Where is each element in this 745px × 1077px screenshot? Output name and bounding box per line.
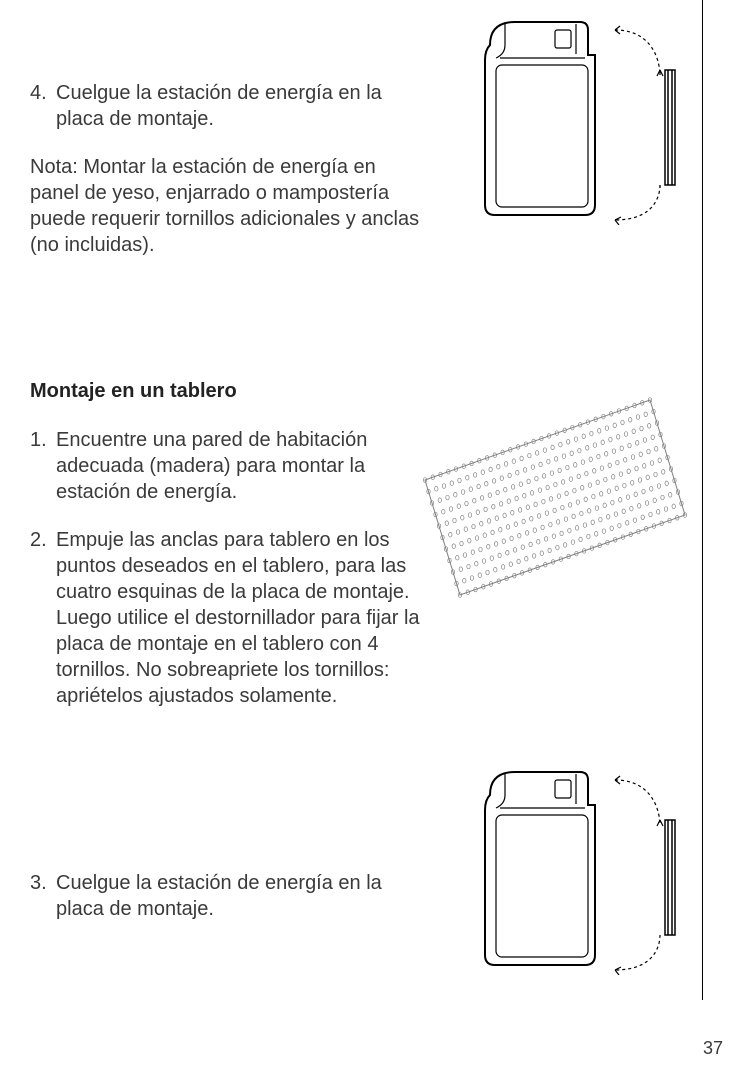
list-item-1-text: Encuentre una pared de habitación adecua…	[56, 427, 430, 505]
figure-device-mount-bottom	[460, 760, 690, 975]
page-number: 37	[703, 1038, 723, 1059]
list-item-3-text: Cuelgue la estación de energía en la pla…	[56, 870, 430, 922]
list-item-3: 3. Cuelgue la estación de energía en la …	[30, 870, 430, 922]
figure-pegboard	[420, 395, 690, 600]
section-2-heading: Montaje en un tablero	[30, 380, 430, 403]
list-item-4: 4. Cuelgue la estación de energía en la …	[30, 80, 430, 132]
section-1-note: Nota: Montar la estación de energía en p…	[30, 154, 430, 258]
section-1-text: 4. Cuelgue la estación de energía en la …	[30, 80, 430, 258]
list-item-4-number: 4.	[30, 80, 56, 132]
list-2: 1. Encuentre una pared de habitación ade…	[30, 427, 430, 709]
list-item-1-number: 1.	[30, 427, 56, 505]
list-item-4-text: Cuelgue la estación de energía en la pla…	[56, 80, 430, 132]
list-item-2: 2. Empuje las anclas para tablero en los…	[30, 527, 430, 709]
manual-page: 4. Cuelgue la estación de energía en la …	[0, 0, 745, 1077]
page-edge-line	[702, 0, 703, 1000]
section-2-text: Montaje en un tablero 1. Encuentre una p…	[30, 380, 430, 731]
list-item-2-text: Empuje las anclas para tablero en los pu…	[56, 527, 430, 709]
list-item-3-number: 3.	[30, 870, 56, 922]
figure-device-mount-top	[460, 10, 690, 225]
list-item-2-number: 2.	[30, 527, 56, 709]
list-1: 4. Cuelgue la estación de energía en la …	[30, 80, 430, 132]
list-2b: 3. Cuelgue la estación de energía en la …	[30, 870, 430, 922]
list-item-1: 1. Encuentre una pared de habitación ade…	[30, 427, 430, 505]
section-2-text-cont: 3. Cuelgue la estación de energía en la …	[30, 870, 430, 944]
